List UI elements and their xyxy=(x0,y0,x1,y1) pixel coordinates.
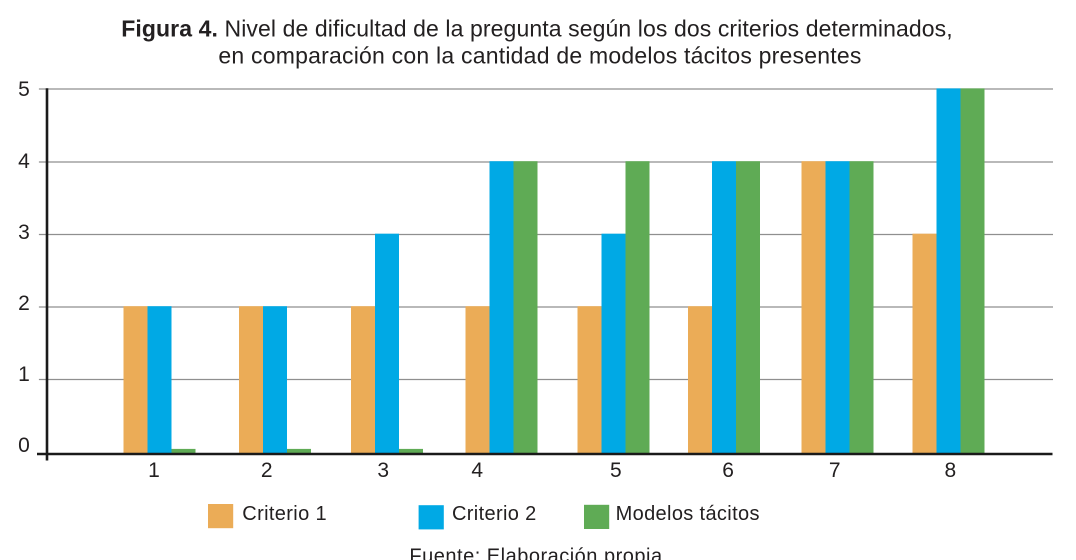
svg-text:8: 8 xyxy=(945,459,957,482)
svg-text:7: 7 xyxy=(829,459,841,482)
svg-text:en comparación con la cantidad: en comparación con la cantidad de modelo… xyxy=(218,43,861,69)
svg-text:0: 0 xyxy=(18,434,30,457)
svg-text:2: 2 xyxy=(261,459,273,482)
svg-text:4: 4 xyxy=(18,150,30,173)
svg-text:Figura 4. Nivel de dificultad: Figura 4. Nivel de dificultad de la preg… xyxy=(121,16,953,42)
svg-text:Criterio 2: Criterio 2 xyxy=(452,503,537,525)
svg-text:5: 5 xyxy=(18,78,30,101)
svg-text:Modelos tácitos: Modelos tácitos xyxy=(616,503,760,525)
svg-text:Fuente: Elaboración propia: Fuente: Elaboración propia xyxy=(409,545,663,560)
svg-text:2: 2 xyxy=(18,292,30,315)
svg-text:3: 3 xyxy=(377,459,389,482)
svg-text:4: 4 xyxy=(471,459,483,482)
svg-text:Criterio 1: Criterio 1 xyxy=(242,503,327,525)
svg-text:3: 3 xyxy=(18,221,30,244)
svg-text:6: 6 xyxy=(722,459,734,482)
svg-text:1: 1 xyxy=(148,459,160,482)
svg-text:1: 1 xyxy=(18,363,30,386)
svg-text:5: 5 xyxy=(610,459,622,482)
